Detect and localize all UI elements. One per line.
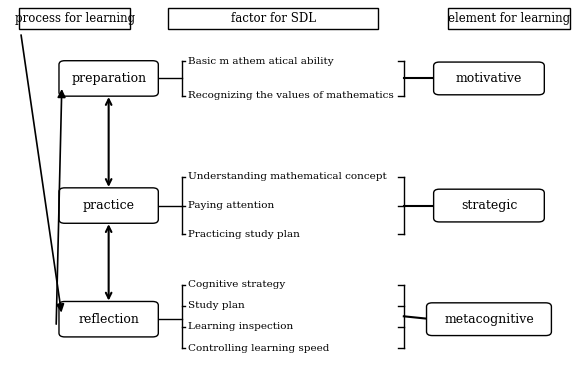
FancyBboxPatch shape [433, 189, 544, 222]
Text: strategic: strategic [461, 199, 517, 212]
Text: practice: practice [82, 199, 135, 212]
Text: Basic m athem atical ability: Basic m athem atical ability [188, 57, 334, 66]
FancyBboxPatch shape [426, 303, 552, 336]
Text: element for learning: element for learning [448, 12, 570, 25]
Text: Practicing study plan: Practicing study plan [188, 230, 300, 239]
Text: factor for SDL: factor for SDL [230, 12, 316, 25]
Text: reflection: reflection [78, 313, 139, 326]
FancyBboxPatch shape [59, 188, 159, 223]
FancyBboxPatch shape [59, 61, 159, 96]
Text: Recognizing the values of mathematics: Recognizing the values of mathematics [188, 91, 394, 100]
Text: Understanding mathematical concept: Understanding mathematical concept [188, 172, 387, 181]
Text: metacognitive: metacognitive [444, 313, 534, 326]
Bar [168, 8, 378, 29]
Bar [448, 8, 570, 29]
Text: preparation: preparation [71, 72, 146, 85]
Text: Controlling learning speed: Controlling learning speed [188, 344, 329, 353]
Text: Learning inspection: Learning inspection [188, 322, 293, 331]
Text: Study plan: Study plan [188, 301, 245, 310]
FancyBboxPatch shape [59, 301, 159, 337]
FancyBboxPatch shape [433, 62, 544, 95]
Bar [19, 8, 130, 29]
Text: process for learning: process for learning [15, 12, 135, 25]
Text: Cognitive strategy: Cognitive strategy [188, 280, 285, 289]
Text: Paying attention: Paying attention [188, 201, 274, 210]
Text: motivative: motivative [456, 72, 522, 85]
